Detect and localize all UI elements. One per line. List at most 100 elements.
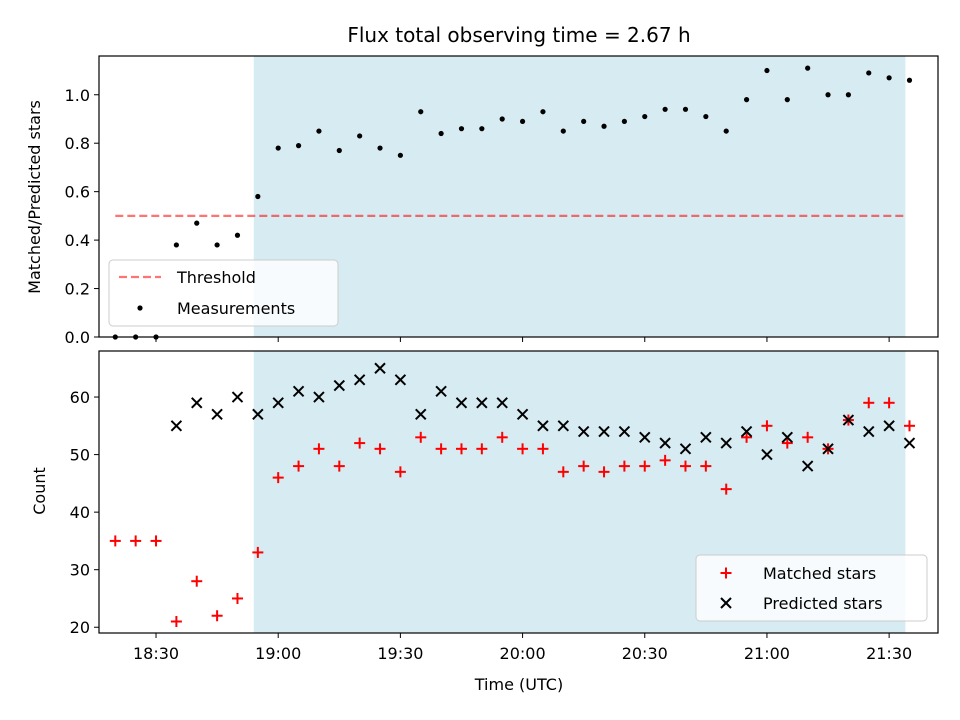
predicted-star-point: [639, 431, 651, 444]
matched-star-point: [130, 535, 142, 547]
legend-predicted-label: Predicted stars: [763, 594, 883, 613]
bottom-ytick-label: 50: [70, 446, 90, 465]
predicted-star-point: [435, 385, 447, 397]
predicted-star-point: [231, 391, 244, 403]
predicted-star-point: [883, 420, 895, 432]
bottom-xtick-label: 18:30: [133, 644, 179, 663]
predicted-star-point: [659, 437, 671, 449]
matched-star-point: [863, 397, 875, 409]
measurement-point: [560, 128, 566, 134]
measurement-point: [357, 133, 363, 139]
legend-matched-label: Matched stars: [763, 564, 876, 583]
predicted-star-point: [333, 379, 346, 392]
matched-star-point: [231, 592, 243, 604]
predicted-star-point: [679, 443, 692, 455]
measurement-point: [805, 65, 811, 71]
measurement-point: [621, 118, 627, 125]
predicted-star-point: [170, 420, 183, 432]
predicted-star-point: [455, 397, 468, 409]
measurement-point: [682, 106, 689, 112]
measurement-point: [743, 97, 750, 103]
top-ytick-label: 1.0: [65, 86, 90, 105]
matched-star-point: [415, 431, 427, 443]
matched-star-point: [435, 443, 447, 455]
predicted-star-point: [761, 448, 773, 461]
matched-star-point: [618, 460, 630, 472]
measurement-point: [499, 116, 505, 122]
predicted-star-point: [374, 362, 386, 374]
top-ylabel: Matched/Predicted stars: [25, 100, 44, 294]
measurement-point: [194, 220, 200, 226]
measurement-point: [601, 123, 607, 129]
matched-star-point: [741, 431, 753, 443]
top-ytick-label: 0.0: [65, 328, 90, 347]
predicted-star-point: [313, 391, 325, 403]
matched-star-point: [333, 460, 345, 472]
chart-title: Flux total observing time = 2.67 h: [347, 23, 690, 47]
top-axes-frame: [98, 55, 939, 338]
matched-star-point: [598, 466, 610, 478]
predicted-star-point: [598, 425, 610, 438]
bottom-xtick-label: 21:30: [866, 644, 912, 663]
matched-star-point: [639, 460, 651, 472]
matched-star-point: [313, 443, 325, 455]
legend-measurements-swatch: [137, 305, 143, 311]
predicted-star-point: [191, 397, 203, 409]
measurement-point: [886, 75, 892, 81]
measurement-point: [906, 77, 913, 83]
measurement-point: [662, 106, 668, 112]
matched-star-point: [883, 397, 895, 409]
predicted-star-point: [252, 408, 264, 421]
legend-predicted-marker: [720, 597, 732, 609]
bottom-ylabel: Count: [30, 467, 49, 515]
measurement-point: [866, 70, 872, 76]
bottom-ytick-label: 30: [70, 561, 90, 580]
measurement-point: [397, 152, 403, 158]
measurement-point: [784, 97, 790, 103]
matched-star-point: [394, 466, 406, 478]
predicted-star-point: [801, 460, 814, 472]
measurement-point: [173, 242, 179, 248]
matched-star-point: [374, 443, 386, 455]
matched-star-point: [354, 437, 366, 449]
predicted-star-point: [822, 443, 834, 455]
measurement-point: [255, 193, 261, 200]
bottom-legend: Matched stars Predicted stars: [695, 554, 928, 622]
measurement-point: [581, 118, 587, 125]
legend-predicted-swatch: [720, 597, 732, 609]
matched-star-point: [781, 437, 793, 449]
predicted-star-point: [476, 397, 488, 409]
legend-threshold-label: Threshold: [176, 268, 256, 287]
matched-star-point: [293, 460, 305, 472]
top-ytick-label: 0.8: [65, 134, 90, 153]
top-highlight-span: [253, 56, 906, 337]
predicted-star-point: [353, 374, 366, 386]
bottom-ytick-label: 20: [70, 618, 90, 637]
measurement-point: [458, 126, 465, 132]
matched-star-point: [557, 466, 569, 478]
matched-star-point: [496, 431, 508, 443]
predicted-star-point: [557, 420, 570, 432]
measurement-point: [214, 242, 220, 248]
measurement-point: [540, 109, 546, 115]
predicted-star-point: [516, 408, 529, 421]
matched-star-point: [537, 443, 549, 455]
measurement-point: [825, 92, 831, 98]
measurement-point: [642, 113, 648, 120]
measurement-point: [723, 128, 729, 134]
bottom-xtick-label: 20:30: [622, 644, 668, 663]
measurement-point: [519, 118, 526, 125]
predicted-star-point: [577, 425, 590, 438]
matched-star-point: [761, 420, 773, 432]
matched-star-point: [903, 420, 915, 432]
measurement-point: [764, 67, 770, 74]
bottom-xtick-label: 19:00: [255, 644, 301, 663]
bottom-xtick-label: 19:30: [377, 644, 423, 663]
measurement-point: [418, 109, 424, 115]
measurement-point: [336, 147, 342, 154]
matched-star-point: [659, 454, 671, 466]
predicted-star-point: [781, 431, 794, 444]
measurement-point: [377, 145, 383, 151]
measurement-point: [438, 130, 444, 137]
